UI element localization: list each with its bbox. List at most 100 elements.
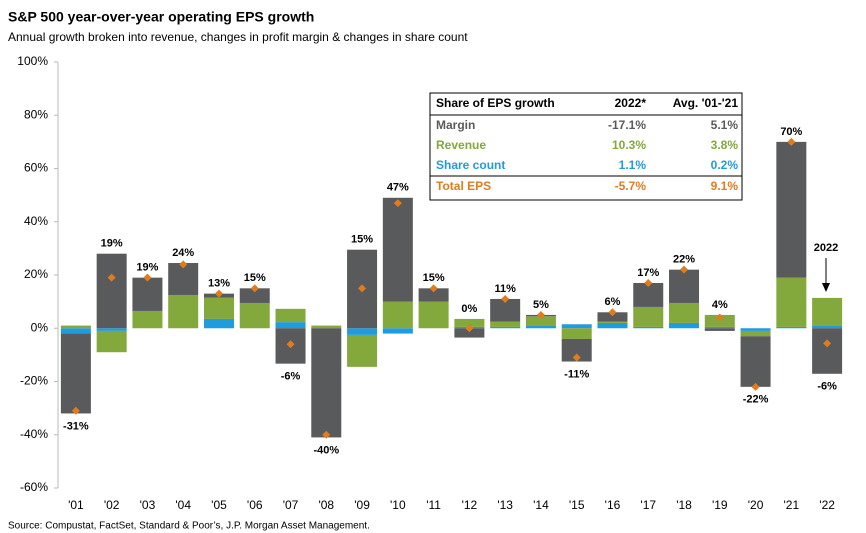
total-label: -22% xyxy=(743,394,769,406)
bar-segment xyxy=(96,330,127,353)
bar-segment xyxy=(669,302,700,323)
bar-segment xyxy=(525,325,556,329)
bar-segment xyxy=(418,288,449,302)
table-cell: -5.7% xyxy=(615,179,647,193)
annotation: 2022 xyxy=(814,242,838,254)
chart-title: S&P 500 year-over-year operating EPS gro… xyxy=(8,9,314,25)
total-marker xyxy=(107,273,116,282)
total-label: 47% xyxy=(387,182,409,194)
x-tick-label: '09 xyxy=(354,498,370,512)
bar-segment xyxy=(60,328,91,334)
x-tick-label: '01 xyxy=(68,498,84,512)
total-label: 17% xyxy=(637,267,659,279)
total-label: 5% xyxy=(533,299,549,311)
bar-segment xyxy=(561,324,592,329)
x-tick-label: '11 xyxy=(426,498,441,512)
bar-segment xyxy=(812,297,843,326)
total-label: -6% xyxy=(817,381,837,393)
table-cell: 1.1% xyxy=(619,158,647,172)
bar-segment xyxy=(740,328,771,331)
table-cell: 9.1% xyxy=(711,179,739,193)
bar-segment xyxy=(812,325,843,329)
total-label: 15% xyxy=(244,272,266,284)
bar-segment xyxy=(168,294,199,329)
total-marker xyxy=(572,353,581,362)
table-header: Avg. '01-'21 xyxy=(673,96,739,110)
bar-segment xyxy=(490,298,521,322)
bar-segment xyxy=(776,141,807,278)
total-marker xyxy=(644,278,653,287)
total-label: 15% xyxy=(423,272,445,284)
bar-segment xyxy=(96,328,127,331)
total-marker xyxy=(680,265,689,274)
x-tick-label: '21 xyxy=(784,498,800,512)
y-tick-label: 20% xyxy=(24,267,48,281)
total-label: 0% xyxy=(461,303,477,315)
bar-segment xyxy=(203,318,234,329)
y-tick-label: -20% xyxy=(20,374,48,388)
x-tick-label: '12 xyxy=(462,498,478,512)
table-cell: 10.3% xyxy=(612,138,646,152)
table-cell: 0.2% xyxy=(711,158,739,172)
x-tick-label: '15 xyxy=(569,498,585,512)
total-marker xyxy=(322,430,331,439)
total-marker xyxy=(787,137,796,146)
table-cell: -17.1% xyxy=(608,118,646,132)
bar-segment xyxy=(382,328,413,334)
total-label: 24% xyxy=(172,247,194,259)
total-label: 19% xyxy=(136,262,158,274)
table-row-label: Share count xyxy=(436,158,505,172)
total-marker xyxy=(179,260,188,269)
x-tick-label: '20 xyxy=(748,498,764,512)
total-label: 6% xyxy=(605,296,621,308)
x-tick-label: '04 xyxy=(175,498,191,512)
bar-segment xyxy=(561,328,592,339)
y-tick-label: 80% xyxy=(24,107,48,121)
total-label: -31% xyxy=(63,420,89,432)
table-header: Share of EPS growth xyxy=(436,96,555,110)
y-tick-label: -40% xyxy=(20,427,48,441)
x-tick-label: '14 xyxy=(533,498,549,512)
bar-segment xyxy=(740,336,771,387)
x-tick-label: '16 xyxy=(605,498,621,512)
total-marker xyxy=(393,199,402,208)
table-row-label: Revenue xyxy=(436,138,486,152)
table-cell: 5.1% xyxy=(711,118,739,132)
bar-segment xyxy=(704,328,735,331)
bar-segment xyxy=(347,328,378,335)
bar-segment xyxy=(239,302,270,329)
x-tick-label: '18 xyxy=(676,498,692,512)
bar-segment xyxy=(490,326,521,329)
total-marker xyxy=(751,382,760,391)
bar-segment xyxy=(239,288,270,303)
total-marker xyxy=(429,284,438,293)
total-label: 19% xyxy=(101,238,123,250)
total-marker xyxy=(823,339,832,348)
total-marker xyxy=(715,313,724,322)
total-marker xyxy=(608,308,617,317)
bar-segment xyxy=(454,318,485,327)
y-tick-label: -60% xyxy=(20,480,48,494)
table-header: 2022* xyxy=(615,96,647,110)
bar-segment xyxy=(275,308,306,323)
total-marker xyxy=(536,310,545,319)
bar-segment xyxy=(132,277,163,311)
x-tick-label: '03 xyxy=(140,498,156,512)
bar-segment xyxy=(776,277,807,327)
bar-segment xyxy=(454,328,485,338)
total-label: 4% xyxy=(712,299,728,311)
bar-segment xyxy=(311,325,342,329)
annotation-arrowhead xyxy=(822,283,830,292)
x-tick-label: '07 xyxy=(283,498,299,512)
y-tick-label: 0% xyxy=(31,320,49,334)
bar-segment xyxy=(525,316,556,326)
bar-segment xyxy=(382,197,413,302)
total-marker xyxy=(465,324,474,333)
bar-segment xyxy=(633,282,664,307)
total-label: 15% xyxy=(351,234,373,246)
total-label: -40% xyxy=(313,444,339,456)
total-marker xyxy=(358,284,367,293)
total-label: 11% xyxy=(494,283,516,295)
total-label: -11% xyxy=(564,368,589,380)
x-tick-label: '08 xyxy=(318,498,334,512)
